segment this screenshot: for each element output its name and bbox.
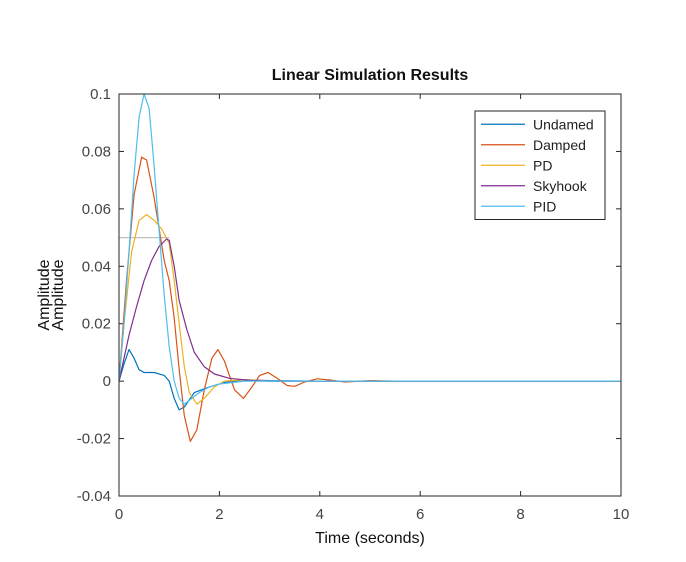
series-line-pd — [118, 214, 621, 405]
y-tick-label: -0.02 — [77, 431, 111, 448]
y-tick-label: 0.06 — [82, 201, 111, 218]
legend-label: Skyhook — [533, 178, 588, 194]
chart-title: Linear Simulation Results — [272, 67, 469, 84]
y-axis-title: Amplitude — [36, 259, 53, 330]
y-tick-label: 0 — [103, 373, 111, 390]
legend-label: PID — [533, 198, 556, 214]
x-axis-title: Time (seconds) — [315, 530, 425, 547]
legend-label: Damped — [533, 137, 586, 153]
x-tick-label: 10 — [613, 506, 630, 523]
series-line-damped — [118, 156, 621, 442]
series-lines — [118, 93, 621, 442]
y-tick-label: 0.1 — [90, 86, 111, 103]
y-tick-label: 0.08 — [82, 143, 111, 160]
axis-ticks: 0 2 4 6 8 10 -0.04 -0.02 0 0.02 0.04 0.06 0.08 0.1 — [77, 86, 630, 523]
x-tick-label: 8 — [516, 506, 524, 523]
y-axis-title-duplicate: Amplitude — [50, 259, 67, 330]
series-line-skyhook — [118, 238, 621, 382]
y-tick-label: -0.04 — [77, 488, 111, 505]
x-tick-label: 4 — [316, 506, 324, 523]
x-tick-label: 0 — [115, 506, 123, 523]
legend: Undamed Damped PD Skyhook PID — [474, 110, 606, 220]
x-tick-label: 6 — [416, 506, 424, 523]
plot-frame — [118, 93, 622, 497]
legend-label: Undamed — [533, 116, 594, 132]
x-tick-label: 2 — [215, 506, 223, 523]
y-tick-label: 0.04 — [82, 258, 111, 275]
series-line-pid — [118, 93, 621, 405]
legend-label: PD — [533, 157, 552, 173]
y-tick-label: 0.02 — [82, 316, 111, 333]
